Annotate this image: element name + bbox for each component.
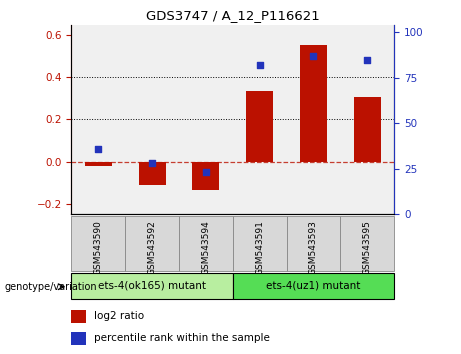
Point <box>364 57 371 62</box>
Text: GSM543594: GSM543594 <box>201 220 210 275</box>
Bar <box>300 45 327 161</box>
Bar <box>340 216 394 271</box>
Text: GSM543590: GSM543590 <box>94 220 103 275</box>
Text: genotype/variation: genotype/variation <box>5 282 97 292</box>
Bar <box>287 216 340 271</box>
Bar <box>125 216 179 271</box>
Bar <box>139 161 165 185</box>
Point <box>95 146 102 152</box>
Bar <box>233 216 287 271</box>
Text: log2 ratio: log2 ratio <box>94 312 144 321</box>
Bar <box>193 161 219 190</box>
Text: percentile rank within the sample: percentile rank within the sample <box>94 333 270 343</box>
Bar <box>246 91 273 161</box>
Text: GSM543591: GSM543591 <box>255 220 264 275</box>
Text: ets-4(uz1) mutant: ets-4(uz1) mutant <box>266 281 361 291</box>
Title: GDS3747 / A_12_P116621: GDS3747 / A_12_P116621 <box>146 9 319 22</box>
Text: ets-4(ok165) mutant: ets-4(ok165) mutant <box>98 281 206 291</box>
Bar <box>85 161 112 166</box>
Bar <box>71 310 86 323</box>
Bar <box>71 273 233 299</box>
Bar <box>71 332 86 345</box>
Point <box>202 170 210 175</box>
Bar <box>233 273 394 299</box>
Text: GSM543595: GSM543595 <box>363 220 372 275</box>
Point <box>256 62 263 68</box>
Bar <box>354 97 381 161</box>
Text: GSM543592: GSM543592 <box>148 220 157 275</box>
Point <box>148 160 156 166</box>
Bar <box>71 216 125 271</box>
Text: GSM543593: GSM543593 <box>309 220 318 275</box>
Bar <box>179 216 233 271</box>
Point <box>310 53 317 59</box>
